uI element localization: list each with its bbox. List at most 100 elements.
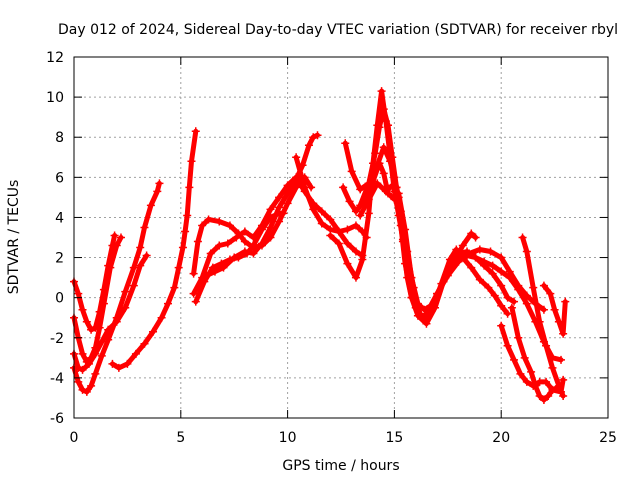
y-tick-label: -2 xyxy=(50,331,64,347)
data-point-marker xyxy=(283,199,292,208)
data-point-marker xyxy=(174,263,183,272)
data-point-marker xyxy=(87,381,96,390)
data-point-marker xyxy=(550,305,559,314)
series-trace xyxy=(541,283,568,337)
data-point-marker xyxy=(373,179,382,188)
data-point-marker xyxy=(317,207,326,216)
data-point-marker xyxy=(347,167,356,176)
data-point-marker xyxy=(163,299,172,308)
data-point-marker xyxy=(343,225,352,234)
data-point-marker xyxy=(409,283,418,292)
y-axis-label: SDTVAR / TECUs xyxy=(6,180,22,295)
series-trace-9 xyxy=(202,131,322,280)
data-point-marker xyxy=(497,301,506,310)
data-point-marker xyxy=(416,309,425,318)
data-point-marker xyxy=(78,349,87,358)
data-point-marker xyxy=(458,241,467,250)
data-point-marker xyxy=(371,149,380,158)
data-point-marker xyxy=(91,349,100,358)
data-point-marker xyxy=(364,195,373,204)
series-trace-7 xyxy=(189,173,367,298)
series-trace-5 xyxy=(108,127,200,372)
series-trace xyxy=(357,180,511,323)
series-trace-4 xyxy=(70,251,151,374)
data-point-marker xyxy=(351,207,360,216)
data-point-marker xyxy=(191,297,200,306)
data-point-marker xyxy=(204,215,213,224)
data-point-marker xyxy=(95,323,104,332)
data-point-marker xyxy=(181,227,190,236)
data-point-marker xyxy=(136,243,145,252)
series-trace-20 xyxy=(539,281,570,338)
data-point-marker xyxy=(110,231,119,240)
x-tick-label: 5 xyxy=(176,430,185,446)
data-point-marker xyxy=(422,315,431,324)
data-point-marker xyxy=(529,283,538,292)
x-tick-label: 0 xyxy=(70,430,79,446)
data-point-marker xyxy=(240,227,249,236)
data-point-marker xyxy=(78,385,87,394)
data-point-marker xyxy=(183,211,192,220)
data-point-marker xyxy=(309,133,318,142)
data-point-marker xyxy=(535,317,544,326)
data-point-marker xyxy=(326,231,335,240)
data-point-marker xyxy=(497,281,506,290)
data-point-marker xyxy=(542,377,551,386)
data-point-marker xyxy=(392,183,401,192)
data-point-marker xyxy=(178,243,187,252)
data-point-marker xyxy=(403,247,412,256)
data-point-marker xyxy=(490,291,499,300)
data-point-marker xyxy=(343,239,352,248)
data-point-marker xyxy=(497,253,506,262)
data-point-marker xyxy=(232,233,241,242)
data-point-marker xyxy=(542,341,551,350)
data-point-marker xyxy=(121,303,130,312)
data-point-marker xyxy=(522,247,531,256)
y-tick-label: 4 xyxy=(55,210,64,226)
data-point-marker xyxy=(516,369,525,378)
data-point-marker xyxy=(546,289,555,298)
series-layer xyxy=(70,87,570,404)
data-point-marker xyxy=(106,263,115,272)
data-point-marker xyxy=(505,273,514,282)
data-point-marker xyxy=(230,253,239,262)
data-point-marker xyxy=(225,221,234,230)
data-point-marker xyxy=(223,239,232,248)
data-point-marker xyxy=(170,283,179,292)
data-point-marker xyxy=(364,209,373,218)
data-point-marker xyxy=(309,205,318,214)
data-point-marker xyxy=(379,169,388,178)
data-point-marker xyxy=(189,269,198,278)
data-point-marker xyxy=(388,181,397,190)
data-point-marker xyxy=(379,143,388,152)
data-point-marker xyxy=(527,367,536,376)
data-point-marker xyxy=(200,277,209,286)
data-point-marker xyxy=(520,353,529,362)
data-point-marker xyxy=(552,383,561,392)
data-point-marker xyxy=(445,255,454,264)
data-point-marker xyxy=(343,259,352,268)
data-point-marker xyxy=(510,297,519,306)
data-point-marker xyxy=(522,377,531,386)
data-point-marker xyxy=(381,187,390,196)
data-point-marker xyxy=(471,233,480,242)
data-point-marker xyxy=(275,203,284,212)
x-tick-label: 15 xyxy=(385,430,403,446)
data-point-marker xyxy=(129,281,138,290)
data-point-marker xyxy=(463,251,472,260)
data-point-marker xyxy=(191,127,200,136)
data-point-marker xyxy=(210,267,219,276)
data-point-marker xyxy=(507,303,516,312)
data-point-marker xyxy=(82,317,91,326)
data-point-marker xyxy=(339,183,348,192)
data-point-marker xyxy=(112,241,121,250)
data-point-marker xyxy=(471,253,480,262)
data-point-marker xyxy=(326,215,335,224)
series-trace-14 xyxy=(356,105,519,328)
data-point-marker xyxy=(74,363,83,372)
data-point-marker xyxy=(266,223,275,232)
data-point-marker xyxy=(514,285,523,294)
data-point-marker xyxy=(488,261,497,270)
data-point-marker xyxy=(486,247,495,256)
